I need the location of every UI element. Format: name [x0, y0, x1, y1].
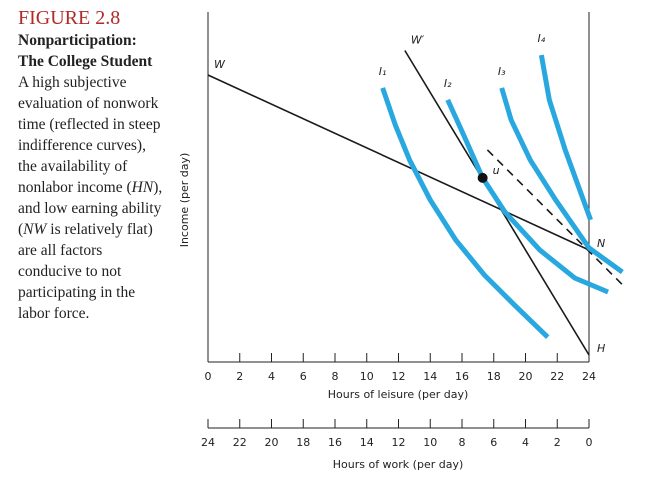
optimum-point: [477, 172, 488, 183]
indifference-curve: [445, 98, 610, 295]
text-run: A high subjective evaluation of nonwork …: [18, 74, 161, 196]
indifference-curve: [538, 54, 593, 221]
x2-axis-label: Hours of work (per day): [333, 458, 464, 471]
x2-tick-label: 8: [459, 436, 466, 449]
curve-label: I₃: [498, 65, 506, 78]
x-tick-label: 20: [519, 370, 533, 383]
caption: FIGURE 2.8 Nonparticipation: The College…: [18, 6, 166, 324]
indifference-curve: [499, 87, 624, 275]
x-tick-label: 18: [487, 370, 501, 383]
x-tick-label: 14: [423, 370, 437, 383]
curve-label: I₁: [379, 65, 387, 78]
text-run: is relatively flat) are all factors cond…: [18, 221, 153, 322]
line-label: W: [214, 58, 226, 71]
y-axis-label: Income (per day): [178, 153, 191, 248]
x-axis-label: Hours of leisure (per day): [328, 388, 469, 401]
curve-label: I₄: [538, 32, 546, 45]
x2-tick-label: 14: [360, 436, 374, 449]
curve-label: I₂: [444, 77, 452, 90]
x2-tick-label: 12: [392, 436, 406, 449]
x2-tick-label: 0: [586, 436, 593, 449]
x2-tick-label: 6: [490, 436, 497, 449]
text-run: ), and low earning ability (: [18, 179, 163, 238]
italic-term: HN: [131, 179, 154, 196]
italic-term: NW: [23, 221, 47, 238]
x2-tick-label: 24: [201, 436, 215, 449]
budget-line: [486, 149, 627, 289]
figure-number: FIGURE 2.8: [18, 7, 121, 29]
line-label: W′: [411, 34, 425, 47]
x2-tick-label: 2: [554, 436, 561, 449]
x2-tick-label: 10: [423, 436, 437, 449]
x-tick-label: 24: [582, 370, 596, 383]
x-tick-label: 6: [300, 370, 307, 383]
budget-line: [207, 74, 590, 251]
x-tick-label: 10: [360, 370, 374, 383]
x2-tick-label: 18: [296, 436, 310, 449]
x2-tick-label: 20: [265, 436, 279, 449]
x-tick-label: 8: [332, 370, 339, 383]
x2-tick-label: 4: [522, 436, 529, 449]
x-tick-label: 16: [455, 370, 469, 383]
x-tick-label: 4: [268, 370, 275, 383]
line-label: H: [597, 342, 605, 355]
point-label: u: [493, 164, 500, 177]
figure-text: A high subjective evaluation of nonwork …: [18, 72, 166, 324]
x2-tick-label: 16: [328, 436, 342, 449]
x-tick-label: 2: [236, 370, 243, 383]
x-tick-label: 0: [205, 370, 212, 383]
indifference-curve: [380, 87, 550, 339]
x-tick-label: 12: [392, 370, 406, 383]
line-label: N: [597, 237, 605, 250]
x-tick-label: 22: [550, 370, 564, 383]
figure-title: Nonparticipation: The College Student: [18, 32, 153, 70]
x2-tick-label: 22: [233, 436, 247, 449]
